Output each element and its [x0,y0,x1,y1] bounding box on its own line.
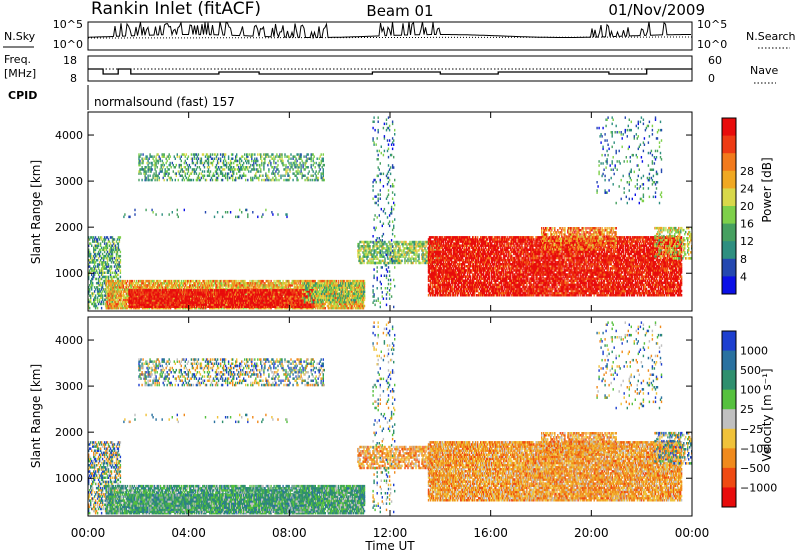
power-cell [89,307,90,310]
power-cell [120,259,121,262]
power-cell [120,236,121,239]
sky-noise-trace [88,22,692,39]
freq-tick-bottom: 8 [70,72,77,85]
power-cell [101,307,102,310]
power-cell [120,265,121,268]
power-cell [95,265,96,268]
power-cell [120,251,121,254]
power-cell [114,238,115,241]
power-cell [95,294,96,297]
beam-title: Beam 01 [366,2,433,20]
nave-label: Nave [750,64,778,77]
search-tick-bottom: 10^0 [697,38,727,51]
search-label: N.Search [746,30,796,43]
cpid-label: CPID [8,89,37,102]
station-title: Rankin Inlet (fitACF) [91,0,261,19]
nave-tick-top: 60 [708,54,722,67]
sky-label: N.Sky [4,30,36,43]
freq-label: Freq. [4,53,31,66]
freq-tick-top: 18 [63,54,77,67]
power-cell [101,236,102,239]
power-cell [120,269,121,272]
power-cell [112,272,113,275]
power-cell [105,272,106,275]
power-cell [120,276,121,279]
power-cell [102,294,103,297]
sky-tick-bottom: 10^0 [53,38,83,51]
power-cell [127,280,128,283]
power-cell [97,307,98,310]
power-cell [108,276,109,279]
frequency-trace [88,69,692,74]
power-cell [108,263,109,266]
power-cell [120,255,121,258]
freq-unit: [MHz] [4,67,36,80]
nave-tick-bottom: 0 [708,72,715,85]
power-cell [100,242,101,245]
sky-tick-top: 10^5 [53,18,83,31]
sky-noise-panel: N.Sky 10^5 10^0 10^5 10^0 N.Search [3,18,796,51]
power-cell [92,282,93,285]
date-title: 01/Nov/2009 [608,1,705,19]
search-tick-top: 10^5 [697,18,727,31]
cpid-value: normalsound (fast) 157 [94,95,235,109]
radar-summary-plot: Rankin Inlet (fitACF) Beam 01 01/Nov/200… [0,0,800,554]
power-cell [118,274,119,277]
power-cell [91,245,92,248]
power-cell [111,265,112,268]
power-cell [96,278,97,281]
frequency-panel: Freq. [MHz] 18 8 60 0 Nave [4,53,778,85]
power-cell [98,242,99,245]
